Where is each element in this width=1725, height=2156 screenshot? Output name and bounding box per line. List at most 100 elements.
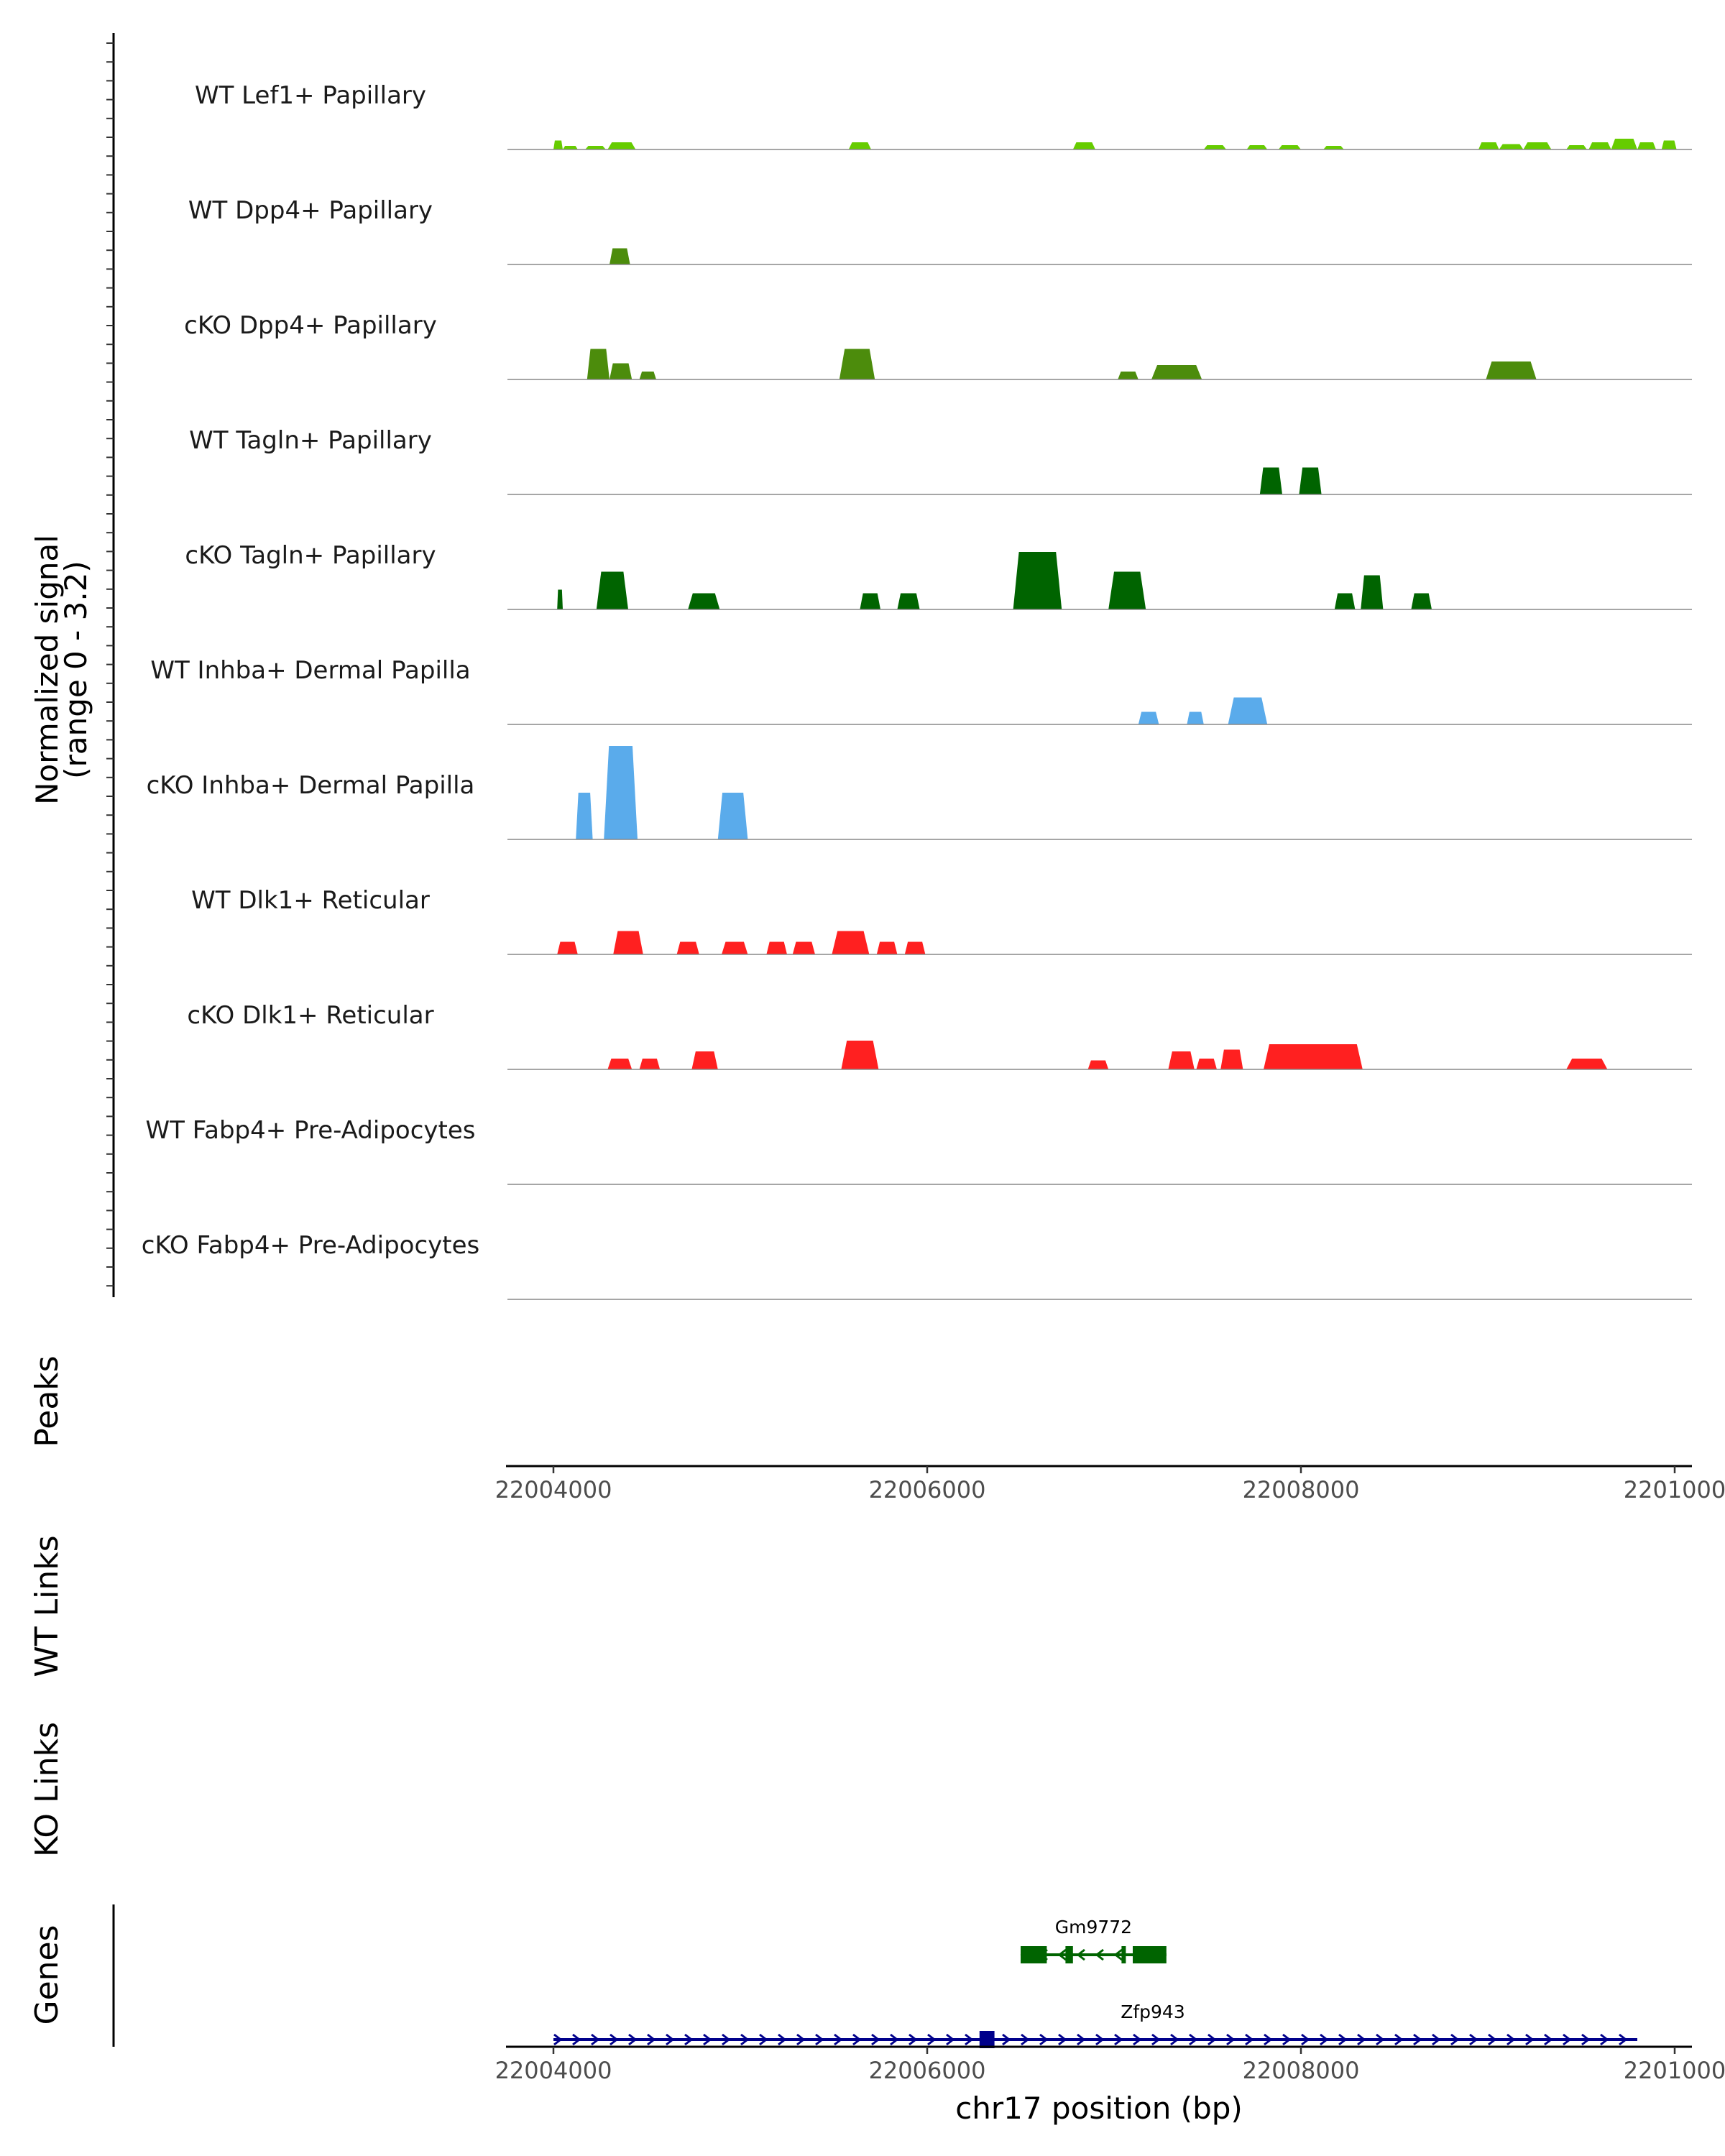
strand-arrow (1245, 2033, 1254, 2046)
strand-arrow (722, 2033, 731, 2046)
strand-arrow (946, 2033, 955, 2046)
strand-arrow (871, 2033, 880, 2046)
coverage-peak (676, 941, 699, 954)
coverage-peak (604, 746, 638, 839)
coverage-peak (897, 593, 920, 609)
coverage-peak (596, 571, 628, 609)
strand-arrow (1170, 2033, 1179, 2046)
y-axis-title-line1: Normalized signal (29, 535, 65, 805)
x-axis-title: chr17 position (bp) (955, 2091, 1243, 2126)
strand-arrow (927, 2033, 937, 2046)
track-0: WT Lef1+ Papillary (195, 81, 1692, 150)
track-5: WT Inhba+ Dermal Papilla (150, 656, 1692, 725)
track-2: cKO Dpp4+ Papillary (184, 311, 1692, 380)
track-label: cKO Inhba+ Dermal Papilla (147, 771, 475, 800)
strand-arrow (1095, 1948, 1104, 1961)
coverage-peak (1611, 139, 1637, 149)
wt-links-panel-label: WT Links (29, 1535, 65, 1677)
coverage-peak (1203, 145, 1226, 149)
exon (1133, 1946, 1167, 1963)
strand-arrow (1151, 2033, 1161, 2046)
coverage-peak (1499, 144, 1524, 149)
track-label: WT Dlk1+ Reticular (191, 886, 430, 915)
ko-links-panel-label: KO Links (29, 1722, 65, 1857)
track-3: WT Tagln+ Papillary (189, 426, 1692, 495)
strand-arrow (1264, 2033, 1273, 2046)
strand-arrow (1077, 2033, 1086, 2046)
strand-arrow (1506, 2033, 1516, 2046)
coverage-peak (557, 589, 563, 609)
strand-arrow (1338, 2033, 1348, 2046)
gene-label: Zfp943 (1121, 2001, 1185, 2022)
coverage-peak (1566, 1059, 1608, 1069)
coverage-peak (688, 593, 720, 609)
track-10: cKO Fabp4+ Pre-Adipocytes (142, 1231, 1692, 1300)
strand-arrow (778, 2033, 787, 2046)
coverage-peak (610, 363, 632, 379)
strand-arrow (759, 2033, 768, 2046)
coverage-peak (1523, 142, 1552, 149)
strand-arrow (1133, 2033, 1142, 2046)
strand-arrow (1226, 2033, 1236, 2046)
coverage-peak (1196, 1059, 1217, 1069)
coverage-peak (860, 593, 880, 609)
strand-arrow (628, 2033, 638, 2046)
x-tick-label-peaks: 22008000 (1243, 1476, 1360, 1503)
peaks-x-ticks: 22004000 22006000 22008000 2201000 (495, 1466, 1725, 1503)
strand-arrow (1394, 2033, 1404, 2046)
coverage-peak (1411, 593, 1432, 609)
coverage-peak (848, 142, 871, 149)
track-6: cKO Inhba+ Dermal Papilla (147, 746, 1692, 840)
strand-arrow (1057, 1948, 1067, 1961)
strand-arrow (1619, 2033, 1628, 2046)
strand-arrow (965, 2033, 974, 2046)
track-4: cKO Tagln+ Papillary (185, 541, 1692, 610)
strand-arrow (684, 2033, 694, 2046)
track-7: WT Dlk1+ Reticular (191, 886, 1692, 955)
gene-zfp943: Zfp943 (553, 2001, 1637, 2048)
coverage-peak (1299, 467, 1322, 494)
coverage-peak (1278, 145, 1301, 149)
gene-annotations: Gm9772 Zfp943 (553, 1917, 1637, 2048)
strand-arrow (815, 2033, 824, 2046)
strand-arrow (796, 2033, 806, 2046)
x-tick-label-peaks: 22004000 (495, 1476, 612, 1503)
strand-arrow (852, 2033, 862, 2046)
strand-arrow (1189, 2033, 1198, 2046)
coverage-peak (1264, 1044, 1363, 1069)
strand-arrow (553, 2033, 563, 2046)
strand-arrow (1114, 2033, 1123, 2046)
coverage-peak (876, 941, 898, 954)
coverage-peak (1334, 593, 1356, 609)
coverage-peak (904, 941, 926, 954)
y-axis-title-line2: (range 0 - 3.2) (58, 561, 93, 779)
coverage-peak (1637, 142, 1656, 149)
strand-arrow (647, 2033, 656, 2046)
coverage-peak (717, 793, 748, 839)
strand-arrow (1357, 2033, 1366, 2046)
strand-arrow (610, 2033, 619, 2046)
exon (1021, 1946, 1047, 1963)
strand-arrow (1544, 2033, 1553, 2046)
strand-arrow (1095, 2033, 1105, 2046)
strand-arrow (1320, 2033, 1329, 2046)
track-label: WT Fabp4+ Pre-Adipocytes (146, 1116, 476, 1145)
x-tick-label-genes: 22008000 (1243, 2057, 1360, 2084)
coverage-peak (841, 1041, 879, 1069)
strand-arrow (908, 2033, 918, 2046)
strand-arrow (1581, 2033, 1591, 2046)
strand-arrow (1450, 2033, 1460, 2046)
coverage-peak (792, 941, 815, 954)
strand-arrow (1002, 2033, 1011, 2046)
coverage-tracks: WT Lef1+ Papillary WT Dpp4+ Papillary cKO … (142, 81, 1692, 1300)
x-tick-label-genes: 2201000 (1624, 2057, 1725, 2084)
coverage-peak (639, 372, 656, 379)
x-tick-label-genes: 22006000 (869, 2057, 986, 2084)
strand-arrow (572, 2033, 581, 2046)
genes-x-ticks: 22004000 22006000 22008000 2201000 (495, 2047, 1725, 2084)
strand-arrow (1076, 1948, 1085, 1961)
strand-arrow (1488, 2033, 1497, 2046)
coverage-peak (639, 1059, 661, 1069)
coverage-peak (1361, 575, 1384, 609)
coverage-peak (607, 1059, 632, 1069)
